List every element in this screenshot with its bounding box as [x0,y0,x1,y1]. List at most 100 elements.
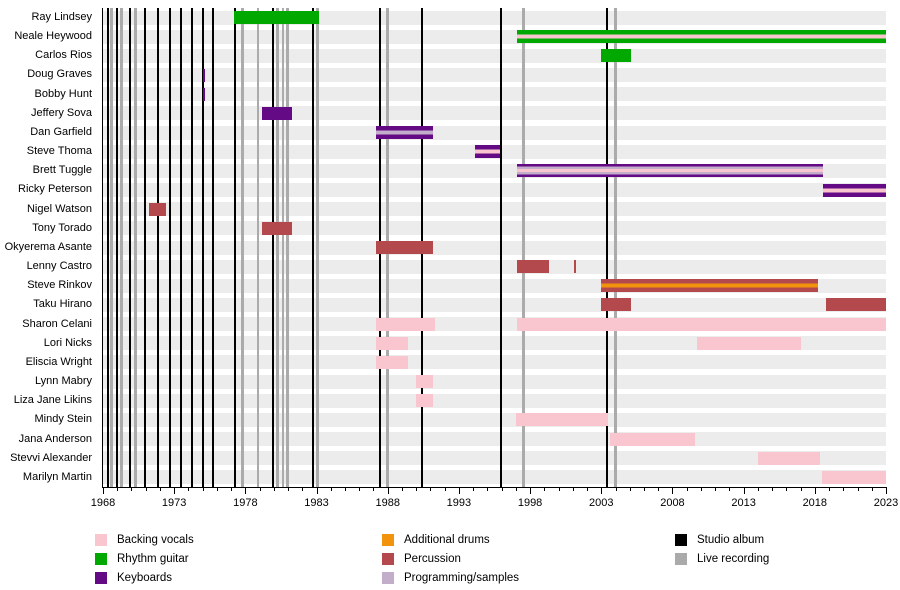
minor-tick [700,488,702,491]
minor-tick [772,488,774,491]
timeline-bar [823,183,886,197]
row-band [103,393,886,408]
live-recording-line [256,8,260,487]
major-tick [316,488,318,494]
rhythm-guitar-swatch [95,552,107,565]
minor-tick [587,488,589,491]
keyboards-swatch [95,571,107,584]
studio-album-line [156,8,159,487]
live-recording-line [316,8,319,487]
studio-album-line [180,8,183,487]
legend-item: Backing vocals [95,530,194,549]
tick-label: 1988 [375,497,400,509]
timeline-bar [233,11,320,25]
member-label: Jeffery Sova [31,106,92,119]
studio-album-line [129,8,132,487]
row-band [103,432,886,447]
member-label: Lenny Castro [26,260,92,273]
minor-tick [487,488,489,491]
timeline-bar [376,241,434,254]
timeline-bar [376,336,408,350]
minor-tick [800,488,802,491]
live-recording-line [276,8,279,487]
member-label: Marilyn Martin [22,470,92,483]
row-band [103,355,886,370]
studio-album-line [168,8,171,487]
member-label: Carlos Rios [35,49,92,62]
legend-label: Programming/samples [404,571,520,584]
studio-album-line [106,8,109,487]
member-label: Liza Jane Likins [13,394,92,407]
backing-vocals-swatch [95,533,107,546]
timeline-bar [416,394,434,408]
minor-tick [473,488,475,491]
live-recording-line [522,8,525,487]
minor-tick [444,488,446,491]
row-band [103,470,886,485]
minor-tick [117,488,119,491]
timeline-bar [517,260,549,274]
legend-item: Additional drums [382,530,519,549]
member-label: Eliscia Wright [25,355,92,368]
timeline-bar [601,298,632,312]
minor-tick [188,488,190,491]
major-tick [814,488,816,494]
minor-tick [857,488,859,491]
legend-column: Additional drums Percussion Programming/sa… [382,530,519,587]
minor-tick [345,488,347,491]
minor-tick [786,488,788,491]
minor-tick [658,488,660,491]
minor-tick [202,488,204,491]
live-recording-line [134,8,137,487]
member-label: Sharon Celani [22,317,92,330]
legend-item: Studio album [675,530,769,549]
tick-label: 2013 [731,497,756,509]
row-band [103,87,886,102]
x-axis-line [102,487,887,488]
row-band [103,297,886,312]
member-label: Nigel Watson [26,202,92,215]
member-label: Ray Lindsey [31,11,92,23]
timeline-bar [517,30,886,44]
minor-tick [871,488,873,491]
minor-tick [416,488,418,491]
plot-area [103,8,886,487]
minor-tick [544,488,546,491]
studio-album-line [116,8,119,487]
minor-tick [231,488,233,491]
member-label: Bobby Hunt [34,87,92,100]
member-label: Tony Torado [32,221,92,234]
member-label: Doug Graves [27,68,92,81]
timeline-bar [474,145,501,159]
programming-samples-swatch [382,571,394,584]
tick-label: 1983 [304,497,329,509]
major-tick [245,488,247,494]
minor-tick [515,488,517,491]
live-recording-line [614,8,617,487]
timeline-bar [376,317,435,331]
row-band [103,10,886,25]
timeline-bar [757,451,821,465]
minor-tick [288,488,290,491]
timeline-bar [262,106,293,120]
timeline-bar [696,336,801,350]
member-label: Steve Thoma [26,145,92,158]
member-name-column: Ray Lindsey Neale Heywood Carlos Rios Doug … [0,8,97,487]
studio-album-line [234,8,237,487]
minor-tick [643,488,645,491]
major-tick [174,488,176,494]
minor-tick [373,488,375,491]
minor-tick [629,488,631,491]
major-tick [458,488,460,494]
major-tick [387,488,389,494]
timeline-bar [517,164,824,178]
legend-label: Rhythm guitar [117,552,189,565]
tick-label: 2018 [802,497,828,509]
timeline-bar [609,432,696,446]
live-recording-swatch [675,552,687,565]
row-band [103,221,886,236]
timeline-bar [262,221,293,235]
studio-album-swatch [675,533,687,546]
minor-tick [430,488,432,491]
timeline-bar [601,49,632,63]
